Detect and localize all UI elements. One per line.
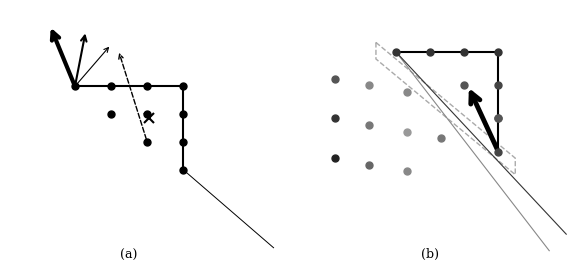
Text: (a): (a) [121, 249, 138, 262]
Text: (b): (b) [421, 248, 440, 261]
